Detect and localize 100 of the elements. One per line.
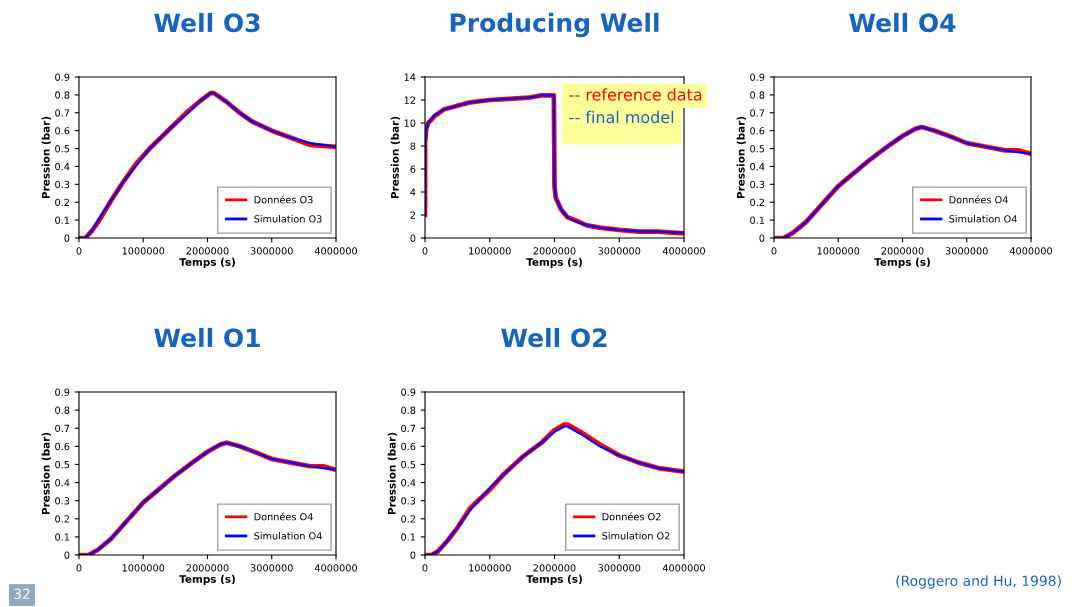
x-tick-label: 4000000: [662, 247, 705, 255]
y-tick-label: 0.9: [401, 388, 416, 396]
x-tick-label: 0: [422, 247, 428, 255]
y-tick-label: 0.2: [750, 198, 764, 207]
annotation: -- final model: [569, 110, 674, 124]
x-tick-label: 3000000: [250, 247, 293, 255]
x-tick-label: 0: [76, 564, 82, 572]
legend-label: Données O2: [602, 512, 661, 521]
x-tick-label: 1000000: [122, 247, 165, 255]
x-tick-label: 2000000: [533, 564, 576, 572]
x-tick-label: 3000000: [598, 247, 641, 255]
x-tick-label: 2000000: [186, 564, 229, 572]
y-tick-label: 0: [410, 551, 416, 559]
y-tick-label: 0.1: [401, 533, 416, 541]
x-tick-label: 4000000: [662, 564, 705, 572]
y-tick-label: 0.5: [750, 145, 765, 153]
x-tick-label: 2000000: [881, 247, 924, 255]
annotation: -- reference data: [569, 88, 702, 101]
legend-label: Simulation O4: [254, 531, 322, 540]
y-tick-label: 6: [410, 165, 416, 173]
text: (Roggero and Hu, 1998): [896, 575, 1061, 589]
y-tick-label: 0: [64, 551, 70, 559]
y-tick-label: 0.6: [55, 442, 70, 451]
y-tick-label: 0.6: [401, 442, 416, 451]
y-tick-label: 0.3: [55, 180, 70, 189]
x-tick-label: 3000000: [945, 247, 988, 255]
y-tick-label: 0.5: [401, 460, 416, 469]
x-axis-title: Temps (s): [179, 574, 235, 585]
legend-label: Données O4: [949, 195, 1008, 204]
x-axis-title: Temps (s): [526, 257, 582, 268]
y-tick-label: 0.4: [401, 479, 416, 487]
y-axis-title: Pression (bar): [41, 116, 51, 199]
legend-label: Simulation O2: [602, 531, 670, 540]
y-tick-label: 0.7: [55, 424, 70, 433]
y-tick-label: 0.4: [55, 479, 70, 487]
y-axis-title: Pression (bar): [390, 116, 401, 199]
x-axis-title: Temps (s): [874, 257, 930, 268]
y-axis-title: Pression (bar): [736, 116, 746, 199]
y-tick-label: 0.7: [750, 109, 765, 117]
legend-label: Données O3: [254, 195, 313, 204]
y-tick-label: 4: [410, 188, 416, 196]
y-tick-label: 0.7: [401, 424, 416, 433]
x-tick-label: 1000000: [122, 564, 165, 572]
y-axis-title: Pression (bar): [387, 432, 397, 515]
y-tick-label: 0.9: [55, 388, 70, 396]
y-tick-label: 0: [759, 234, 765, 242]
y-tick-label: 0.5: [55, 145, 70, 153]
x-tick-label: 3000000: [250, 564, 293, 572]
chart-title: Well O3: [154, 12, 260, 33]
y-tick-label: 0.3: [401, 497, 416, 505]
chart-title: Well O2: [501, 327, 607, 348]
x-axis-title: Temps (s): [179, 257, 235, 268]
legend-label: Simulation O4: [949, 214, 1017, 223]
y-tick-label: 10: [404, 119, 416, 127]
y-tick-label: 0.3: [55, 497, 70, 505]
y-tick-label: 0.6: [55, 127, 70, 135]
y-tick-label: 0.2: [55, 515, 69, 523]
y-tick-label: 14: [404, 73, 416, 81]
x-tick-label: 4000000: [314, 564, 357, 572]
x-tick-label: 0: [422, 564, 428, 572]
y-tick-label: 0.3: [750, 180, 765, 189]
y-tick-label: 0.6: [750, 127, 765, 135]
y-tick-label: 0.7: [55, 109, 70, 117]
y-tick-label: 0.9: [55, 73, 70, 81]
y-tick-label: 0.4: [55, 162, 70, 171]
y-tick-label: 0.8: [55, 91, 70, 99]
y-tick-label: 0.8: [55, 406, 70, 414]
y-tick-label: 0.2: [401, 515, 415, 523]
y-tick-label: 0.8: [750, 91, 765, 99]
x-tick-label: 4000000: [314, 247, 357, 255]
y-tick-label: 0.2: [55, 198, 69, 207]
legend-label: Simulation O3: [254, 214, 322, 223]
y-tick-label: 0.5: [55, 460, 70, 469]
y-tick-label: 0: [410, 234, 416, 242]
y-tick-label: 0.1: [55, 216, 70, 224]
chart-title: Well O1: [154, 327, 260, 348]
x-tick-label: 0: [771, 247, 777, 255]
x-tick-label: 3000000: [598, 564, 641, 572]
chart-title: Well O4: [849, 12, 956, 33]
legend-label: Données O4: [254, 512, 313, 521]
y-tick-label: 0.8: [401, 406, 416, 414]
y-tick-label: 0.1: [750, 216, 765, 224]
y-tick-label: 0: [64, 234, 70, 242]
chart-title: Producing Well: [450, 12, 659, 38]
x-tick-label: 1000000: [469, 564, 511, 572]
y-axis-title: Pression (bar): [41, 432, 51, 515]
y-tick-label: 0.4: [750, 162, 765, 171]
text: 32: [14, 588, 30, 600]
y-tick-label: 0.9: [750, 73, 765, 81]
x-tick-label: 1000000: [469, 247, 511, 255]
x-tick-label: 0: [76, 247, 82, 255]
x-axis-title: Temps (s): [526, 574, 582, 585]
y-tick-label: 8: [410, 142, 416, 150]
y-tick-label: 0.1: [55, 533, 70, 541]
y-tick-label: 2: [410, 211, 415, 219]
x-tick-label: 2000000: [186, 247, 229, 255]
x-tick-label: 4000000: [1009, 247, 1052, 255]
x-tick-label: 2000000: [533, 247, 576, 255]
x-tick-label: 1000000: [817, 247, 860, 255]
y-tick-label: 12: [404, 96, 415, 104]
